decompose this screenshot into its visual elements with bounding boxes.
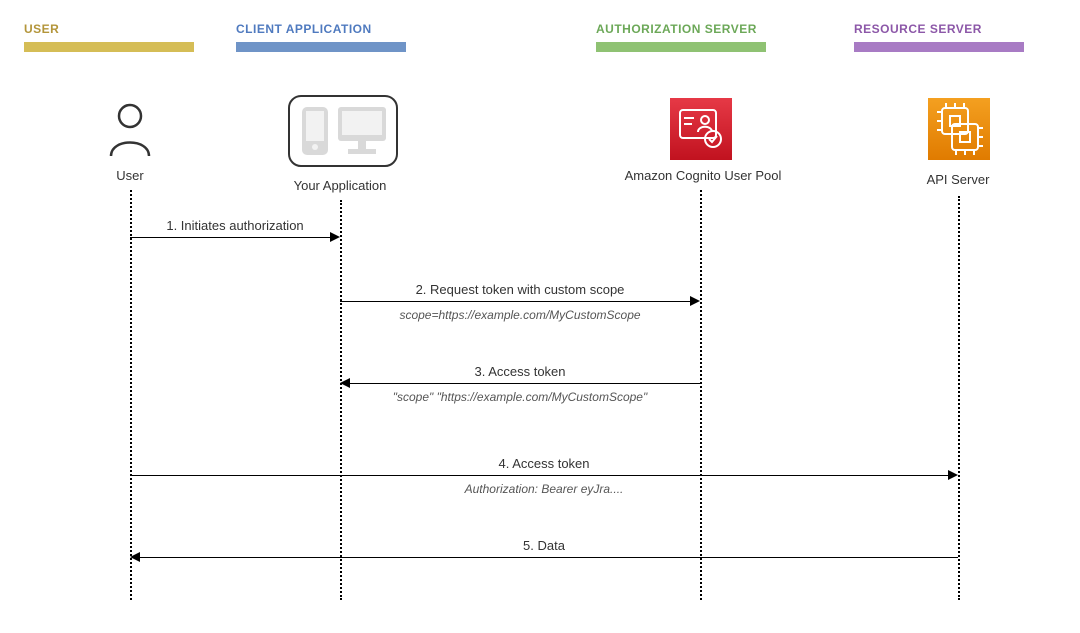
arrow-m1 bbox=[130, 237, 332, 238]
msg-sub-m3: "scope" "https://example.com/MyCustomSco… bbox=[340, 390, 700, 404]
arrow-head-m4 bbox=[948, 470, 958, 480]
col-bar-res bbox=[854, 42, 1024, 52]
col-header-auth: AUTHORIZATION SERVER bbox=[596, 22, 757, 36]
arrow-head-m1 bbox=[330, 232, 340, 242]
api-server-icon bbox=[928, 98, 990, 160]
arrow-head-m2 bbox=[690, 296, 700, 306]
actor-label-auth: Amazon Cognito User Pool bbox=[608, 168, 798, 183]
arrow-m3 bbox=[348, 383, 700, 384]
col-bar-client bbox=[236, 42, 406, 52]
msg-label-m3: 3. Access token bbox=[340, 364, 700, 379]
arrow-head-m3 bbox=[340, 378, 350, 388]
col-header-client: CLIENT APPLICATION bbox=[236, 22, 372, 36]
arrow-m2 bbox=[340, 301, 692, 302]
msg-label-m4: 4. Access token bbox=[130, 456, 958, 471]
msg-sub-m4: Authorization: Bearer eyJra.... bbox=[130, 482, 958, 496]
arrow-head-m5 bbox=[130, 552, 140, 562]
msg-label-m5: 5. Data bbox=[130, 538, 958, 553]
cognito-icon bbox=[670, 98, 732, 160]
col-header-res: RESOURCE SERVER bbox=[854, 22, 982, 36]
col-bar-user bbox=[24, 42, 194, 52]
actor-label-client: Your Application bbox=[280, 178, 400, 193]
actor-label-user: User bbox=[80, 168, 180, 183]
col-bar-auth bbox=[596, 42, 766, 52]
arrow-m5 bbox=[138, 557, 958, 558]
msg-label-m1: 1. Initiates authorization bbox=[130, 218, 340, 233]
actor-label-res: API Server bbox=[908, 172, 1008, 187]
arrow-m4 bbox=[130, 475, 950, 476]
lifeline-res bbox=[958, 196, 960, 600]
msg-label-m2: 2. Request token with custom scope bbox=[340, 282, 700, 297]
user-icon bbox=[105, 100, 155, 160]
devices-icon bbox=[288, 95, 398, 167]
msg-sub-m2: scope=https://example.com/MyCustomScope bbox=[340, 308, 700, 322]
col-header-user: USER bbox=[24, 22, 59, 36]
